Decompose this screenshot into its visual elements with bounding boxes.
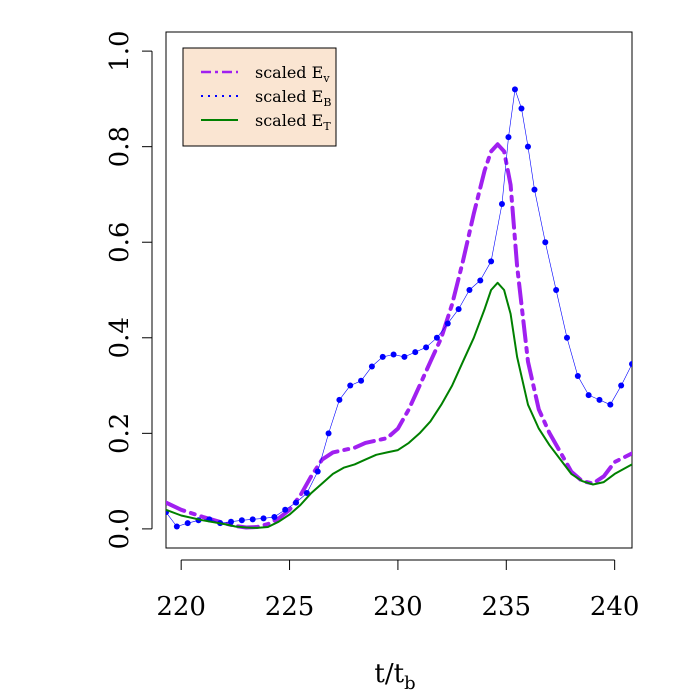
series-point-B [511,86,518,93]
series-point-B [518,105,525,112]
series-point-B [282,506,289,513]
x-tick-label: 230 [373,592,423,622]
series-point-B [531,186,538,193]
series-point-B [455,306,462,313]
series-point-B [249,516,256,523]
series-point-B [498,201,505,207]
series-point-B [271,513,278,520]
legend-label-B: scaled EB [255,87,331,109]
series-point-B [347,382,354,389]
x-tick-label: 220 [156,592,206,622]
series-point-B [629,361,632,368]
series-point-B [477,277,484,284]
series-line-T [166,281,632,529]
x-tick-label: 235 [481,592,531,622]
series-point-B [553,287,560,293]
series-point-B [563,334,570,341]
series-point-B [444,320,451,327]
series-point-B [184,520,191,527]
legend-label-v: scaled Ev [255,63,330,85]
series-point-B [542,239,549,246]
plot-area [166,86,632,530]
series-point-B [607,401,614,408]
series-point-B [336,396,343,403]
series-point-B [585,392,592,399]
series-point-B [433,334,440,341]
x-tick-label: 240 [590,592,640,622]
y-tick-label: 0.2 [105,413,135,454]
series-point-B [423,344,430,351]
series-point-B [524,143,531,150]
series-point-B [238,517,245,524]
series-point-B [412,349,419,356]
series-point-B [574,373,581,379]
series-point-B [596,396,603,403]
series-point-B [505,134,512,141]
x-axis-label-main: t/t [374,659,404,689]
y-tick-label: 0.0 [105,508,135,549]
series-point-B [488,258,495,265]
series-point-B [390,351,397,358]
y-tick-label: 1.0 [105,30,135,71]
y-tick-label: 0.8 [105,126,135,167]
series-point-B [314,468,321,475]
series-point-B [173,523,180,530]
series-point-B [401,353,408,360]
series-point-B [358,377,365,384]
series-line-B [166,89,632,527]
series-line-v [166,142,632,530]
x-tick-label: 225 [265,592,315,622]
series-point-B [228,518,235,525]
plot-frame [165,31,633,549]
x-axis-label: t/tb [374,659,415,694]
series-point-B [466,287,473,293]
series-point-B [303,490,310,497]
series-point-B [379,353,386,360]
legend-label-T: scaled ET [255,111,331,133]
series-point-B [618,382,625,389]
y-tick-label: 0.6 [105,222,135,263]
series-point-B [260,515,267,522]
series-point-B [325,430,332,437]
y-tick-label: 0.4 [105,317,135,358]
series-point-B [293,499,300,506]
axes: 220 225 230 235 240 0.0 0.2 0.4 0.6 0.8 1.0 [105,30,639,622]
series-point-B [368,363,375,370]
x-axis-label-sub: b [404,673,416,694]
